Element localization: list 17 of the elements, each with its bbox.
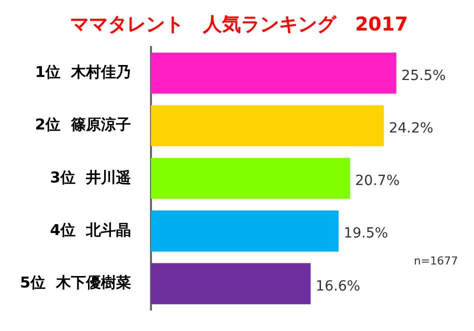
y-tick-label: 1位 木村佳乃 [34,63,131,82]
chart-title: ママタレント 人気ランキング 2017 [70,13,408,36]
data-label: 25.5% [401,68,446,84]
bar [150,210,339,252]
bar [150,52,396,94]
y-tick-label: 5位 木下優樹菜 [20,274,131,292]
bar [150,263,311,304]
y-tick-label: 3位 井川遥 [50,168,131,186]
data-label: 16.6% [316,278,360,294]
y-tick-label: 2位 篠原涼子 [34,116,131,134]
text: n=1677 [414,254,458,268]
bar [150,158,350,199]
y-tick-label: 4位 北斗晶 [50,220,131,239]
data-label: 19.5% [344,226,388,242]
data-label: 24.2% [388,120,434,136]
bar [150,105,384,146]
data-label: 20.7% [355,173,400,190]
